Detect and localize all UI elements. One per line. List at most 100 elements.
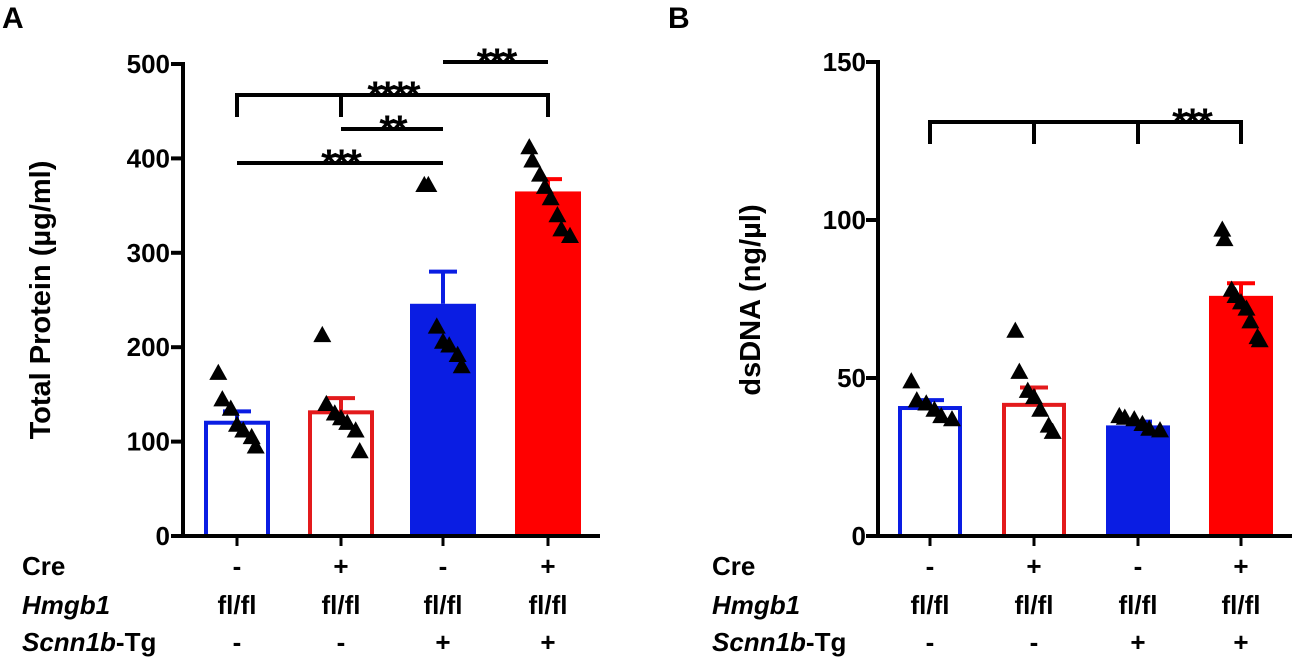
data-point	[943, 410, 961, 427]
cell-scnn1b-2: -	[337, 627, 346, 657]
cell-cre-1: -	[926, 551, 935, 581]
significance-stars: ***	[1172, 101, 1213, 145]
data-point	[520, 138, 539, 155]
cell-scnn1b-3: +	[1130, 627, 1145, 657]
data-point	[419, 175, 438, 193]
data-point	[932, 406, 951, 424]
data-point	[561, 226, 579, 244]
data-point	[350, 442, 369, 459]
data-point	[338, 413, 357, 430]
data-point	[313, 325, 332, 343]
cell-cre-4: +	[540, 551, 555, 581]
y-tick-label: 150	[823, 47, 866, 77]
data-point	[246, 437, 265, 454]
cell-scnn1b-4: +	[540, 627, 555, 657]
data-point	[427, 317, 446, 334]
bar-4	[515, 191, 581, 536]
row-label-scnn1b: Scnn1b-Tg	[22, 627, 156, 657]
panel-b-condition-table: Cre Hmgb1 Scnn1b-Tg - + - + fl/fl fl/fl …	[712, 551, 1261, 657]
cell-cre-4: +	[1233, 551, 1248, 581]
data-point	[552, 220, 571, 237]
data-point	[1215, 229, 1234, 247]
cell-hmgb1-2: fl/fl	[322, 590, 361, 620]
panel-a-condition-table: Cre Hmgb1 Scnn1b-Tg - + - + fl/fl fl/fl …	[22, 551, 568, 657]
significance-stars: ****	[367, 74, 421, 118]
cell-scnn1b-1: -	[233, 627, 242, 657]
y-tick-label: 0	[156, 521, 170, 551]
data-point	[234, 421, 253, 438]
data-point	[448, 345, 467, 362]
cell-scnn1b-4: +	[1233, 627, 1248, 657]
row-label-hmgb1: Hmgb1	[22, 590, 110, 620]
data-point	[1010, 362, 1029, 379]
bar-2	[1002, 402, 1066, 538]
data-point	[452, 357, 471, 374]
y-tick-label: 50	[837, 363, 866, 393]
data-point	[535, 177, 554, 194]
data-point	[548, 206, 567, 223]
y-tick-label: 200	[127, 332, 170, 362]
row-label-hmgb1: Hmgb1	[712, 590, 800, 620]
cell-scnn1b-3: +	[435, 627, 450, 657]
y-tick-label: 300	[127, 238, 170, 268]
bar-4	[1209, 295, 1273, 536]
cell-cre-2: +	[333, 551, 348, 581]
cell-hmgb1-3: fl/fl	[424, 590, 463, 620]
data-point	[1151, 421, 1169, 438]
data-point	[1043, 422, 1062, 439]
data-point	[917, 394, 936, 411]
data-point	[440, 336, 459, 353]
bar-3	[1106, 425, 1170, 536]
data-point	[1140, 419, 1159, 436]
panel-b-label: B	[668, 2, 690, 35]
data-point	[1237, 299, 1256, 316]
data-point	[1250, 331, 1269, 348]
bar-1	[204, 420, 270, 538]
data-point	[1031, 400, 1050, 417]
cell-hmgb1-2: fl/fl	[1015, 590, 1054, 620]
y-tick-label: 0	[852, 521, 866, 551]
y-tick-label: 400	[127, 143, 170, 173]
row-label-cre: Cre	[22, 551, 65, 581]
panel-b-plot: 0 50 100 150 ***	[823, 47, 1292, 551]
bar-1	[898, 406, 962, 538]
row-label-scnn1b: Scnn1b-Tg	[712, 627, 846, 657]
significance-stars: **	[379, 108, 408, 152]
cell-scnn1b-2: -	[1030, 627, 1039, 657]
data-point	[1213, 220, 1232, 237]
data-point	[221, 399, 240, 416]
cell-hmgb1-4: fl/fl	[529, 590, 568, 620]
data-point	[209, 363, 228, 380]
data-point	[530, 165, 549, 182]
data-point	[213, 390, 232, 407]
y-tick-label: 100	[823, 205, 866, 235]
significance-stars: ***	[321, 142, 362, 186]
data-point	[1025, 387, 1043, 405]
cell-hmgb1-1: fl/fl	[218, 590, 257, 620]
cell-hmgb1-3: fl/fl	[1119, 590, 1158, 620]
cell-hmgb1-4: fl/fl	[1222, 590, 1261, 620]
y-tick-label: 100	[127, 427, 170, 457]
cell-cre-1: -	[233, 551, 242, 581]
bar-2	[308, 410, 374, 538]
cell-cre-2: +	[1026, 551, 1041, 581]
panel-b-ylabel: dsDNA (ng/µl)	[735, 204, 767, 395]
data-point	[541, 189, 560, 206]
cell-hmgb1-1: fl/fl	[911, 590, 950, 620]
data-point	[1241, 312, 1260, 329]
data-point	[523, 151, 542, 168]
row-label-cre: Cre	[712, 551, 755, 581]
cell-scnn1b-1: -	[926, 627, 935, 657]
data-point	[317, 394, 336, 412]
y-tick-label: 500	[127, 49, 170, 79]
panel-a-ylabel: Total Protein (µg/ml)	[25, 161, 57, 440]
data-point	[902, 372, 921, 389]
data-point	[346, 421, 365, 438]
cell-cre-3: -	[1134, 551, 1143, 581]
data-point	[1006, 321, 1025, 338]
cell-cre-3: -	[439, 551, 448, 581]
panel-a-label: A	[2, 2, 24, 35]
significance-stars: ***	[477, 41, 518, 85]
